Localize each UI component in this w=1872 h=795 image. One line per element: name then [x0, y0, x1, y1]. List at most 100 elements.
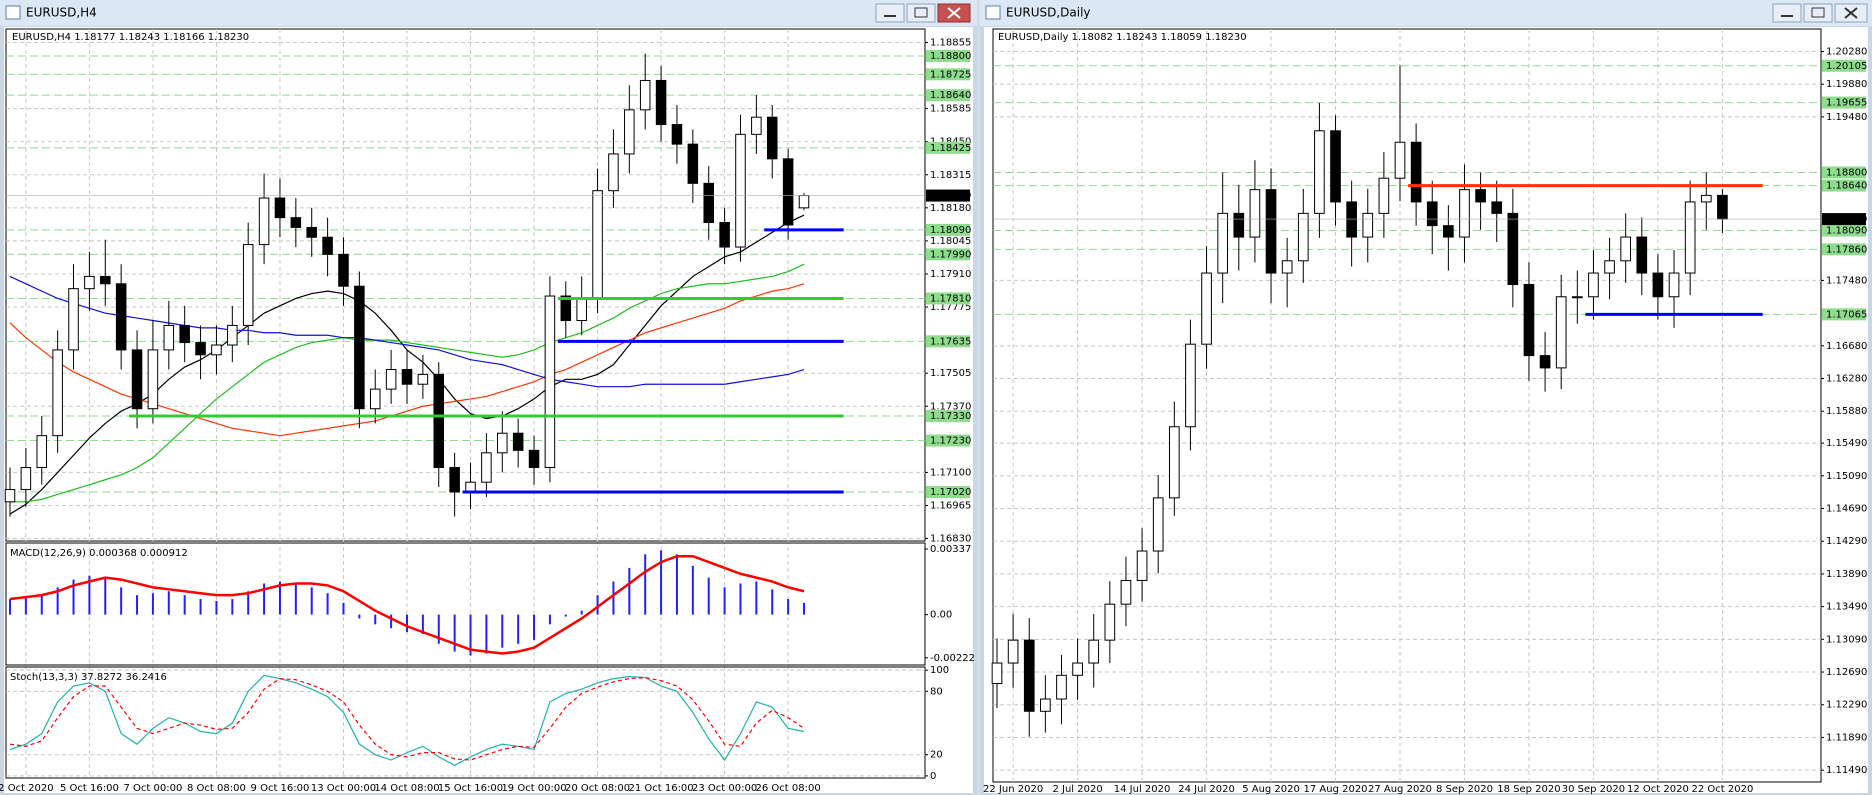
x-tick-label: 21 Oct 16:00: [628, 783, 693, 794]
x-tick-label: 5 Aug 2020: [1242, 784, 1300, 795]
candle-body: [1459, 189, 1470, 238]
histogram-bar: [628, 567, 631, 615]
x-tick-label: 9 Oct 16:00: [251, 783, 310, 794]
candle-body: [1700, 194, 1712, 203]
x-tick-label: 12 Oct 2020: [1627, 784, 1689, 795]
y-tick-label: 1.18855: [930, 37, 971, 48]
level-tag: [926, 335, 970, 348]
candle-body: [227, 324, 238, 346]
candle-body: [449, 467, 460, 493]
candle-body: [1491, 201, 1503, 214]
minimize-button[interactable]: [875, 3, 905, 23]
x-tick-label: 2 Oct 2020: [0, 783, 54, 794]
level-label: 1.18425: [930, 143, 971, 154]
candle-body: [687, 143, 699, 184]
minimize-button[interactable]: [1772, 3, 1802, 23]
candle-body: [1072, 662, 1083, 676]
candle-body: [1620, 236, 1632, 262]
level-label: 1.17635: [930, 336, 971, 347]
level-label: 1.17990: [930, 249, 971, 260]
y-tick-label: 80: [930, 686, 943, 697]
level-tag: [1822, 224, 1866, 237]
histogram-bar: [9, 599, 11, 615]
restore-button[interactable]: [906, 3, 936, 23]
y-tick-label: 1.18045: [930, 236, 971, 247]
candle-body: [322, 236, 333, 255]
level-label: 1.17330: [930, 411, 971, 422]
candle-body: [1523, 283, 1535, 357]
histogram-bar: [453, 614, 456, 652]
histogram-bar: [24, 597, 27, 615]
candle-body: [1636, 236, 1648, 274]
level-label: 1.17230: [930, 436, 971, 447]
histogram-bar: [88, 575, 91, 615]
y-tick-label: 1.17100: [930, 467, 971, 478]
candle-body: [655, 79, 667, 126]
restore-button[interactable]: [1803, 3, 1833, 23]
level-tag: [1822, 96, 1866, 109]
indicator-line: [9, 674, 805, 766]
histogram-bar: [612, 581, 615, 615]
level-label: 1.18640: [930, 90, 971, 101]
y-tick-label: 1.17480: [1826, 275, 1867, 286]
histogram-bar: [310, 587, 313, 615]
candle-body: [1443, 225, 1454, 238]
y-tick-label: 1.14690: [1826, 504, 1867, 515]
candle-body: [991, 662, 1003, 684]
candle-body: [751, 116, 762, 135]
candle-body: [401, 369, 413, 385]
histogram-bar: [501, 614, 504, 648]
histogram-bar: [660, 550, 663, 615]
level-label: 1.19655: [1826, 98, 1867, 109]
candle-body: [1394, 141, 1406, 179]
candle-body: [782, 158, 794, 226]
window-title: EURUSD,Daily: [1006, 6, 1091, 20]
level-label: 1.18640: [1826, 181, 1867, 192]
candle-body: [1168, 426, 1180, 499]
y-tick-label: 1.16965: [930, 500, 971, 511]
level-label: 1.18090: [930, 225, 971, 236]
histogram-bar: [469, 614, 472, 656]
histogram-bar: [564, 614, 567, 617]
candle-body: [1362, 212, 1374, 238]
candle-body: [1217, 212, 1229, 274]
histogram-bar: [358, 614, 361, 619]
candle-body: [1297, 212, 1309, 262]
candle-body: [735, 133, 746, 248]
histogram-bar: [707, 577, 710, 615]
candle-body: [1265, 189, 1277, 274]
histogram-bar: [342, 602, 345, 615]
candle-body: [624, 109, 635, 155]
x-tick-label: 18 Sep 2020: [1497, 784, 1560, 795]
y-tick-label: 0: [930, 771, 936, 782]
histogram-bar: [723, 587, 726, 615]
histogram-bar: [803, 602, 805, 615]
candle-body: [84, 275, 95, 290]
candle-body: [608, 153, 619, 192]
restore-icon: [1811, 7, 1825, 18]
y-tick-label: 1.17775: [930, 302, 971, 313]
level-label: 1.18800: [930, 51, 971, 62]
chart-info: EURUSD,H4 1.18177 1.18243 1.18166 1.1823…: [12, 32, 249, 43]
candle-body: [100, 275, 111, 285]
candle-body: [385, 369, 397, 390]
y-tick-label: 1.15880: [1826, 406, 1867, 417]
x-tick-label: 15 Oct 16:00: [438, 783, 503, 794]
candle-body: [1588, 272, 1599, 298]
candle-body: [544, 295, 556, 469]
panel-border: [5, 542, 926, 666]
restore-icon: [914, 7, 928, 18]
window-icon: [5, 5, 21, 20]
histogram-bar: [104, 577, 107, 615]
histogram-bar: [40, 595, 43, 615]
candle-body: [1507, 212, 1519, 285]
histogram-bar: [278, 581, 281, 615]
histogram-bar: [326, 593, 329, 615]
histogram-bar: [390, 614, 393, 629]
level-label: 1.20105: [1826, 61, 1867, 72]
indicator-line: [9, 554, 805, 655]
candle-body: [115, 283, 127, 351]
candle-body: [306, 226, 317, 238]
indicator-line: [9, 676, 805, 761]
